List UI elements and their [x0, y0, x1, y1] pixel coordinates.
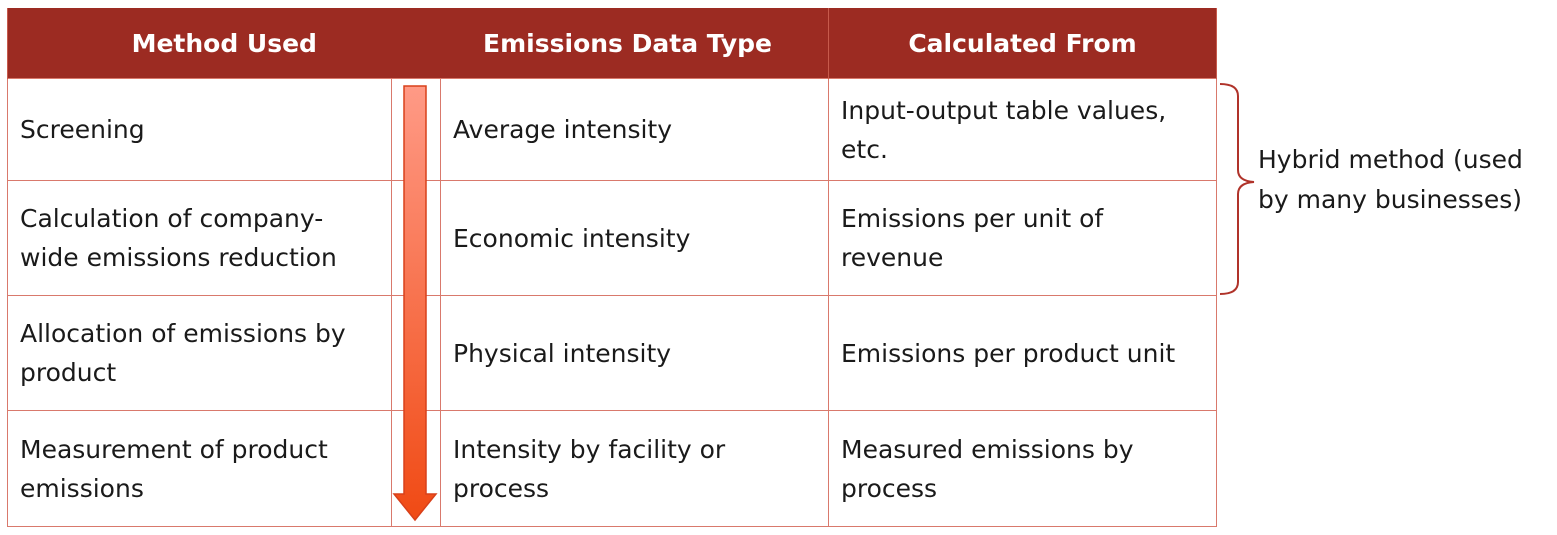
- cell-data-type: Intensity by facility or process: [440, 410, 830, 527]
- header-method-used: Method Used: [6, 8, 441, 79]
- cell-data-type: Average intensity: [440, 78, 830, 181]
- table-row: Screening Average intensity Input-output…: [7, 78, 1218, 181]
- right-curly-bracket-icon: [1219, 83, 1255, 295]
- emissions-methods-table: Method Used Emissions Data Type Calculat…: [6, 8, 1218, 527]
- cell-calculated-from: Measured emissions by process: [828, 410, 1218, 527]
- table-row: Measurement of product emissions Intensi…: [7, 410, 1218, 527]
- header-emissions-data-type: Emissions Data Type: [440, 8, 830, 79]
- down-arrow-icon: [392, 85, 438, 522]
- cell-calculated-from: Emissions per product unit: [828, 295, 1218, 411]
- header-calculated-from: Calculated From: [828, 8, 1218, 79]
- cell-calculated-from: Input-output table values, etc.: [828, 78, 1218, 181]
- cell-method: Calculation of company-wide emissions re…: [7, 180, 392, 296]
- emissions-methods-table-container: Method Used Emissions Data Type Calculat…: [6, 8, 1218, 528]
- hybrid-method-label: Hybrid method (used by many businesses): [1258, 145, 1523, 214]
- cell-calculated-from: Emissions per unit of revenue: [828, 180, 1218, 296]
- table-row: Calculation of company-wide emissions re…: [7, 180, 1218, 296]
- cell-method: Measurement of product emissions: [7, 410, 392, 527]
- table-row: Allocation of emissions by product Physi…: [7, 295, 1218, 411]
- cell-data-type: Physical intensity: [440, 295, 830, 411]
- cell-data-type: Economic intensity: [440, 180, 830, 296]
- header-row: Method Used Emissions Data Type Calculat…: [6, 8, 1218, 79]
- cell-method: Screening: [7, 78, 392, 181]
- cell-method: Allocation of emissions by product: [7, 295, 392, 411]
